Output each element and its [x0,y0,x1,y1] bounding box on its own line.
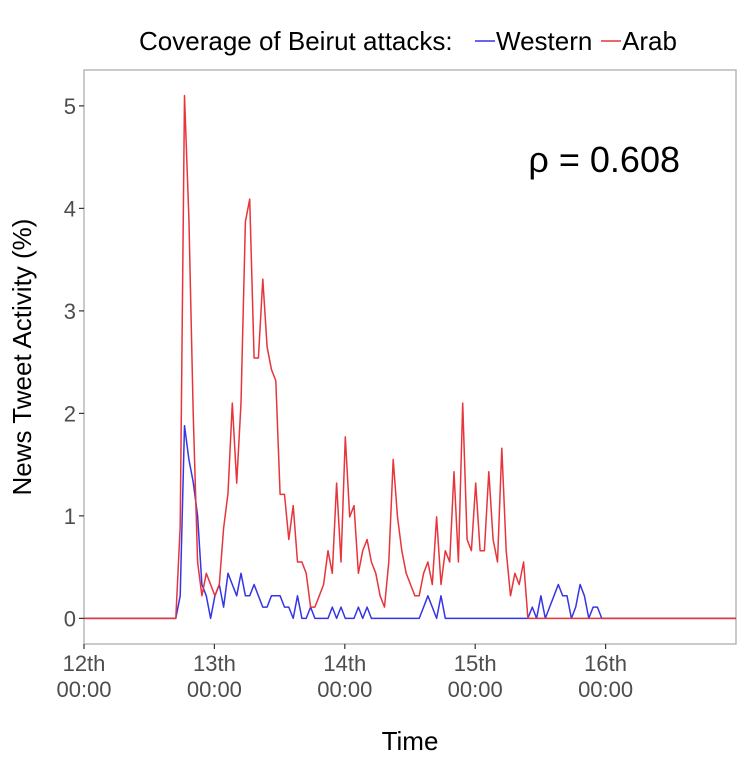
correlation-annotation: ρ = 0.608 [528,139,680,180]
x-tick-label-day: 15th [454,651,497,676]
plot-area: ρ = 0.608 [83,69,737,645]
y-tick-label: 2 [64,401,76,426]
x-tick-label-time: 00:00 [317,677,372,702]
y-tick-label: 5 [64,94,76,119]
x-tick-label-time: 00:00 [187,677,242,702]
y-tick-label: 3 [64,299,76,324]
x-tick-label-time: 00:00 [578,677,633,702]
x-tick-label-day: 13th [193,651,236,676]
y-axis-title: News Tweet Activity (%) [7,219,37,496]
x-tick-label-time: 00:00 [56,677,111,702]
legend-title: Coverage of Beirut attacks: [139,26,453,56]
y-tick-label: 1 [64,504,76,529]
series-layer [84,94,736,620]
y-tick-label: 0 [64,606,76,631]
legend-label-western: Western [496,26,592,56]
series-line-western [84,424,736,620]
series-line-arab [84,94,736,620]
x-tick-label-day: 12th [63,651,106,676]
x-axis: 12th00:0013th00:0014th00:0015th00:0016th… [56,644,633,702]
x-tick-label-time: 00:00 [448,677,503,702]
x-tick-label-day: 16th [584,651,627,676]
x-tick-label-day: 14th [323,651,366,676]
x-axis-title: Time [382,726,439,756]
legend: Coverage of Beirut attacks: Western Arab [139,26,677,56]
y-axis: 0 1 2 3 4 5 [64,94,84,631]
y-tick-label: 4 [64,196,76,221]
legend-label-arab: Arab [622,26,677,56]
